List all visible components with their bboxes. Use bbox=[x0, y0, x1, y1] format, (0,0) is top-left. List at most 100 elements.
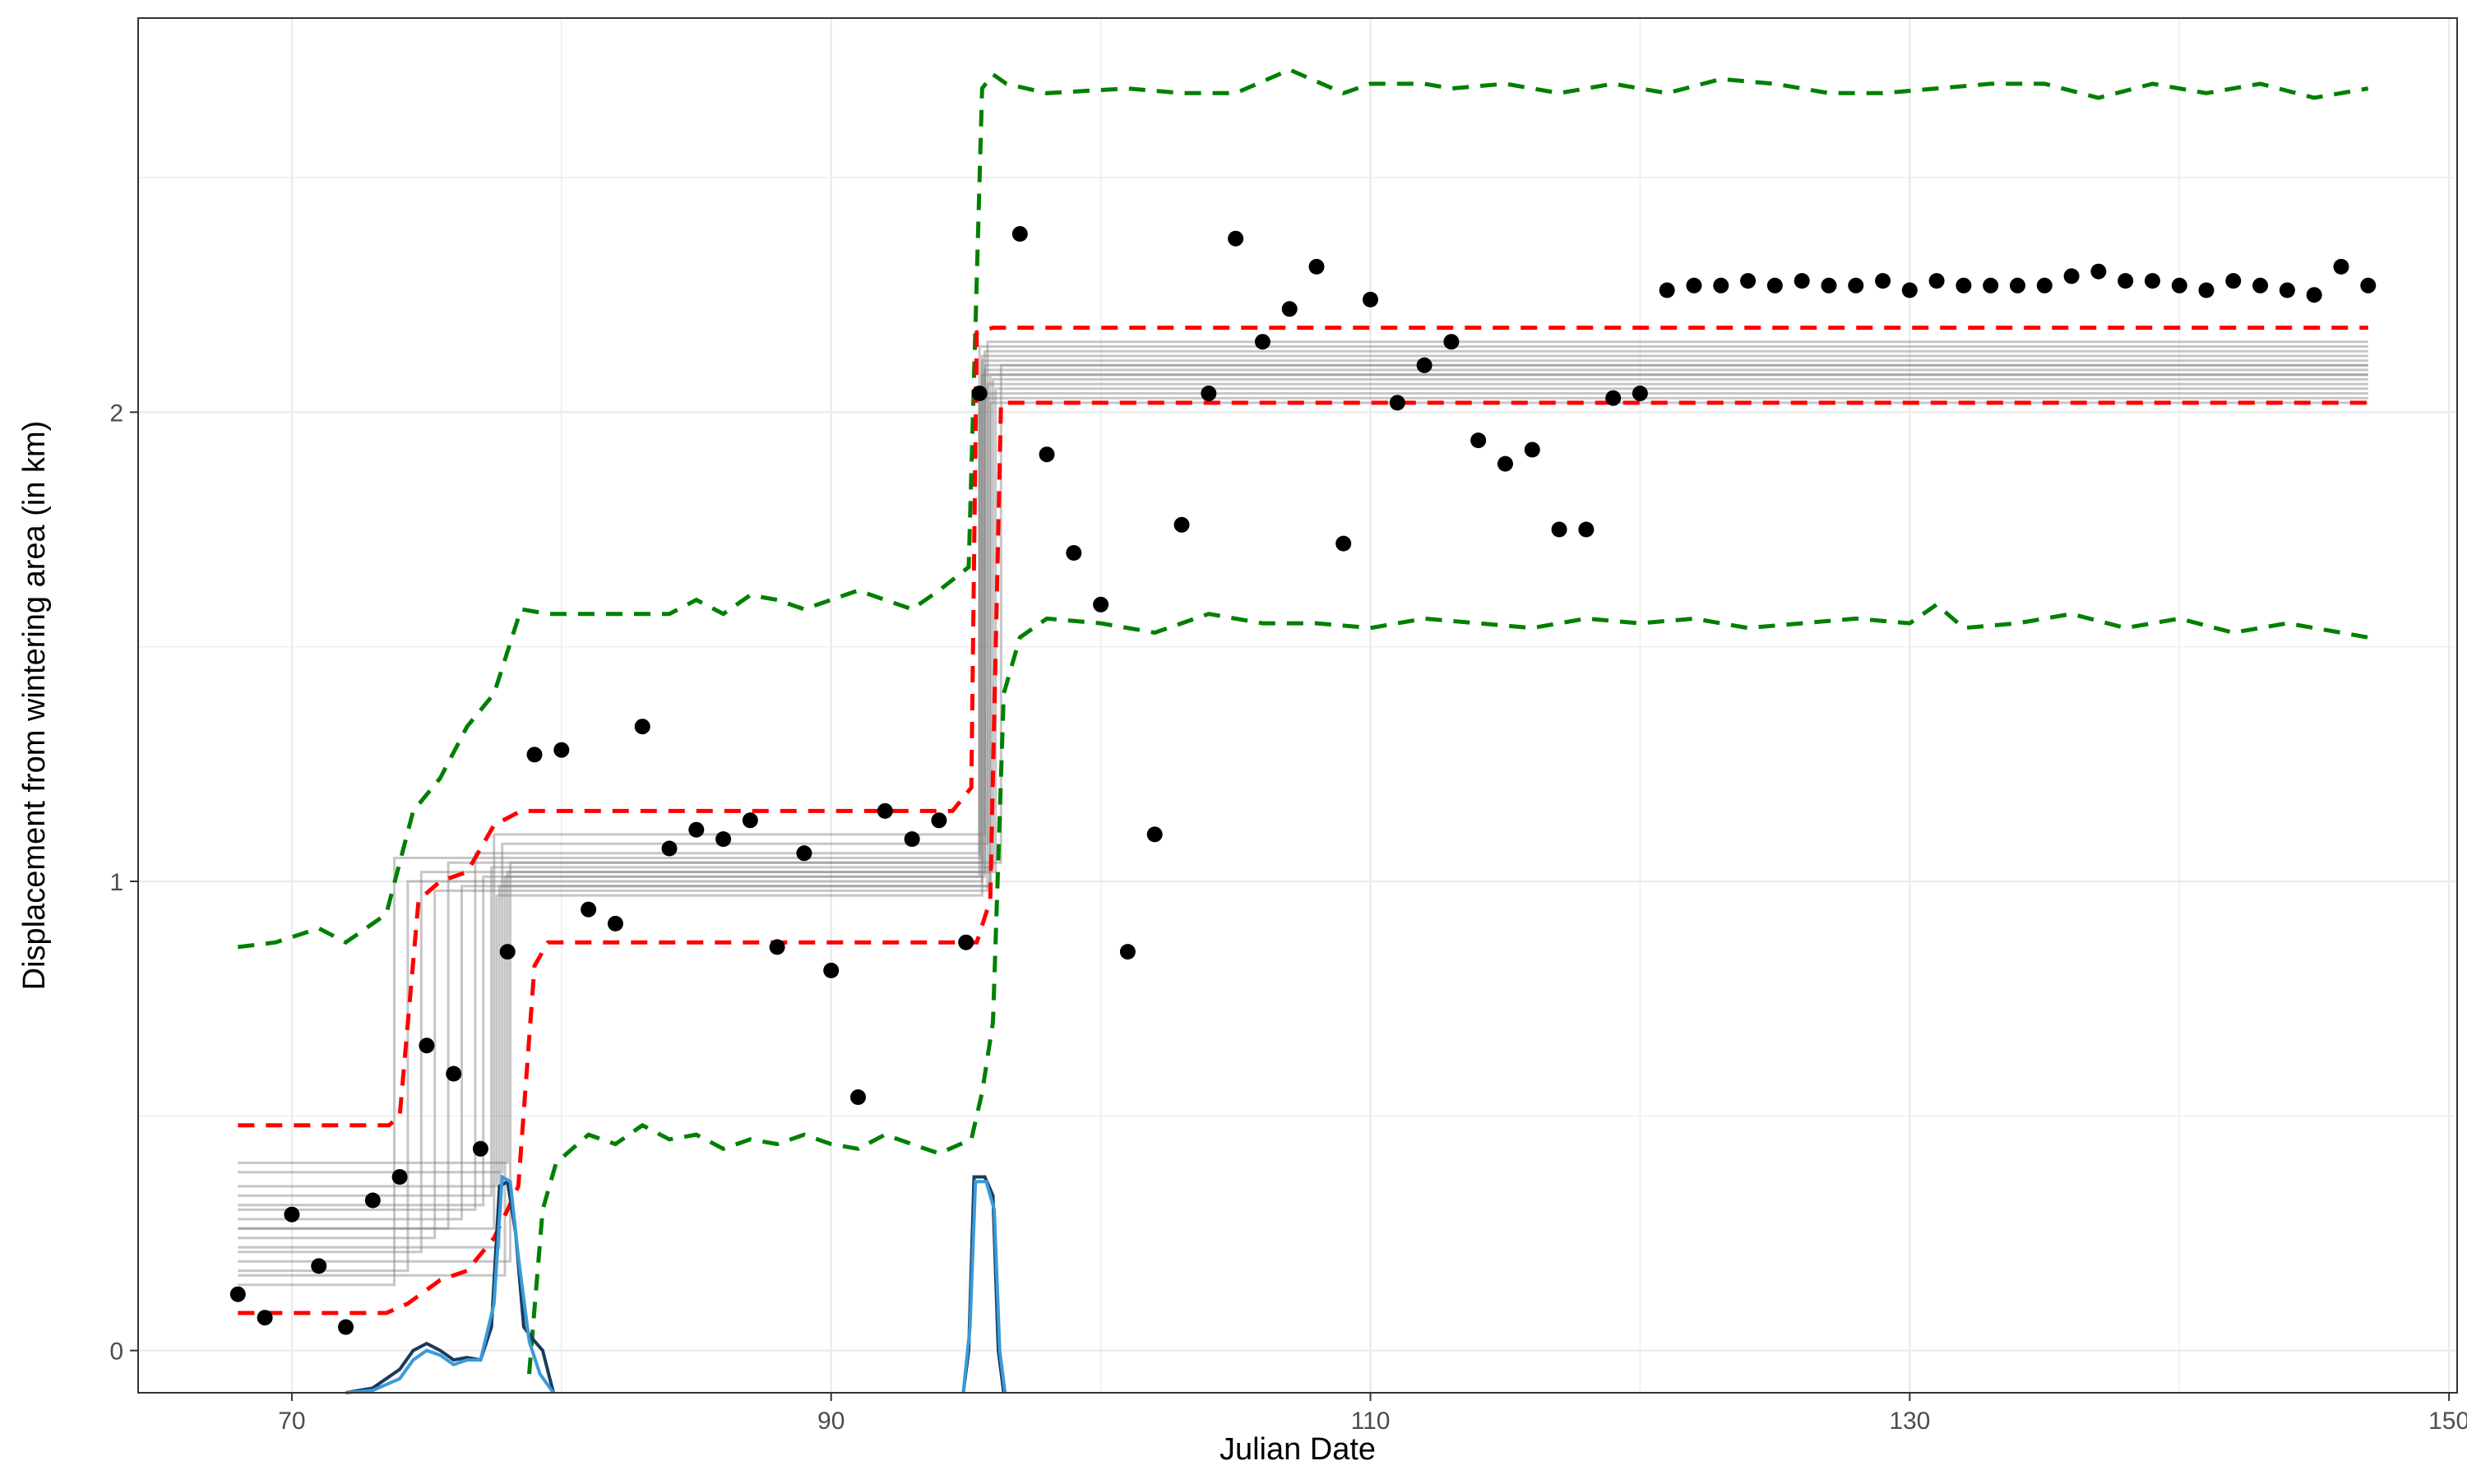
data-point bbox=[1173, 516, 1190, 533]
data-point bbox=[2306, 287, 2322, 303]
data-point bbox=[1146, 826, 1163, 843]
data-point bbox=[715, 831, 732, 848]
data-point bbox=[958, 934, 974, 950]
data-point bbox=[971, 386, 988, 401]
data-point bbox=[1308, 258, 1325, 275]
data-point bbox=[1766, 277, 1783, 294]
data-point bbox=[1470, 432, 1487, 449]
data-point bbox=[1956, 277, 1972, 294]
data-point bbox=[391, 1169, 408, 1185]
posterior-step-curve bbox=[238, 363, 2368, 1254]
data-point bbox=[1281, 301, 1298, 317]
data-point bbox=[1443, 334, 1460, 350]
density-curve bbox=[961, 1180, 1007, 1394]
y-tick-label: 0 bbox=[109, 1338, 123, 1366]
axis-ticks: 70 90 110 130 150 0 1 2 bbox=[109, 400, 2467, 1435]
data-point bbox=[1497, 455, 1513, 472]
data-point bbox=[1551, 521, 1567, 538]
x-axis-title: Julian Date bbox=[1220, 1432, 1376, 1467]
data-point bbox=[472, 1140, 488, 1157]
data-point bbox=[2090, 263, 2107, 280]
density-curve bbox=[345, 1174, 555, 1394]
data-point bbox=[2063, 268, 2080, 284]
data-point bbox=[364, 1192, 381, 1209]
posterior-step-curves bbox=[238, 340, 2368, 1287]
data-point bbox=[284, 1206, 300, 1223]
posterior-step-curve bbox=[238, 340, 2368, 1174]
outer-interval-lower bbox=[527, 602, 2369, 1375]
data-point bbox=[2252, 277, 2269, 294]
data-point bbox=[1901, 282, 1918, 298]
outer-interval-upper bbox=[237, 67, 2369, 950]
data-point bbox=[1740, 273, 1757, 289]
y-tick-label: 2 bbox=[109, 400, 123, 427]
data-point bbox=[526, 747, 543, 763]
posterior-step-curve bbox=[238, 382, 2368, 1240]
data-point bbox=[1659, 282, 1675, 298]
data-point bbox=[2225, 273, 2242, 289]
data-point bbox=[2333, 258, 2349, 275]
data-point bbox=[446, 1066, 462, 1082]
data-point bbox=[1983, 277, 1999, 294]
y-tick-label: 1 bbox=[109, 869, 123, 896]
data-point bbox=[1928, 273, 1945, 289]
data-point bbox=[2198, 282, 2215, 298]
data-point bbox=[1363, 291, 1378, 307]
posterior-step-curve bbox=[238, 396, 2368, 1277]
inner-interval-lower bbox=[238, 400, 2368, 1315]
data-point bbox=[581, 901, 597, 918]
posterior-step-curve bbox=[238, 387, 2368, 1164]
data-point bbox=[1254, 334, 1271, 350]
data-point bbox=[257, 1310, 273, 1326]
data-point bbox=[2279, 282, 2295, 298]
data-point bbox=[1335, 535, 1352, 552]
data-point bbox=[1605, 390, 1622, 406]
data-point bbox=[769, 939, 785, 955]
data-point bbox=[931, 812, 947, 829]
data-point bbox=[229, 1286, 246, 1302]
data-point bbox=[2118, 273, 2134, 289]
data-point bbox=[904, 831, 920, 848]
data-point bbox=[607, 915, 623, 932]
data-point bbox=[1713, 277, 1729, 294]
data-point bbox=[2036, 277, 2053, 294]
panel-border bbox=[137, 17, 2458, 1394]
data-point bbox=[2360, 277, 2377, 294]
data-point bbox=[877, 802, 893, 819]
data-point bbox=[634, 719, 650, 735]
data-point bbox=[1039, 446, 1055, 463]
posterior-step-curve bbox=[238, 363, 2368, 1263]
posterior-step-curve bbox=[238, 373, 2368, 1249]
data-point bbox=[688, 821, 705, 838]
x-tick-label: 130 bbox=[1889, 1408, 1930, 1435]
posterior-step-curve bbox=[238, 368, 2368, 1207]
data-point bbox=[1848, 277, 1864, 294]
data-point bbox=[850, 1089, 866, 1105]
x-tick-label: 110 bbox=[1351, 1408, 1391, 1435]
data-point bbox=[1686, 277, 1702, 294]
posterior-step-curve bbox=[238, 354, 2368, 1230]
data-point bbox=[1066, 545, 1082, 561]
posterior-step-curve bbox=[238, 377, 2368, 1197]
data-point bbox=[1578, 521, 1595, 538]
data-point bbox=[338, 1319, 354, 1335]
data-point bbox=[1794, 273, 1810, 289]
data-point bbox=[1093, 596, 1109, 613]
data-point bbox=[2145, 273, 2160, 289]
data-point bbox=[1416, 357, 1433, 373]
inner-interval-upper bbox=[238, 326, 2368, 1128]
data-point bbox=[1201, 386, 1217, 401]
x-tick-label: 90 bbox=[817, 1408, 845, 1435]
data-point bbox=[2171, 277, 2187, 294]
data-point bbox=[1875, 273, 1891, 289]
posterior-step-curve bbox=[238, 345, 2368, 1211]
data-point bbox=[1632, 386, 1648, 401]
posterior-step-curve bbox=[238, 373, 2368, 1273]
data-point bbox=[823, 962, 840, 978]
data-point bbox=[1119, 944, 1136, 960]
data-point bbox=[1228, 230, 1244, 247]
posterior-step-curve bbox=[238, 392, 2368, 1287]
x-tick-label: 150 bbox=[2428, 1408, 2467, 1435]
